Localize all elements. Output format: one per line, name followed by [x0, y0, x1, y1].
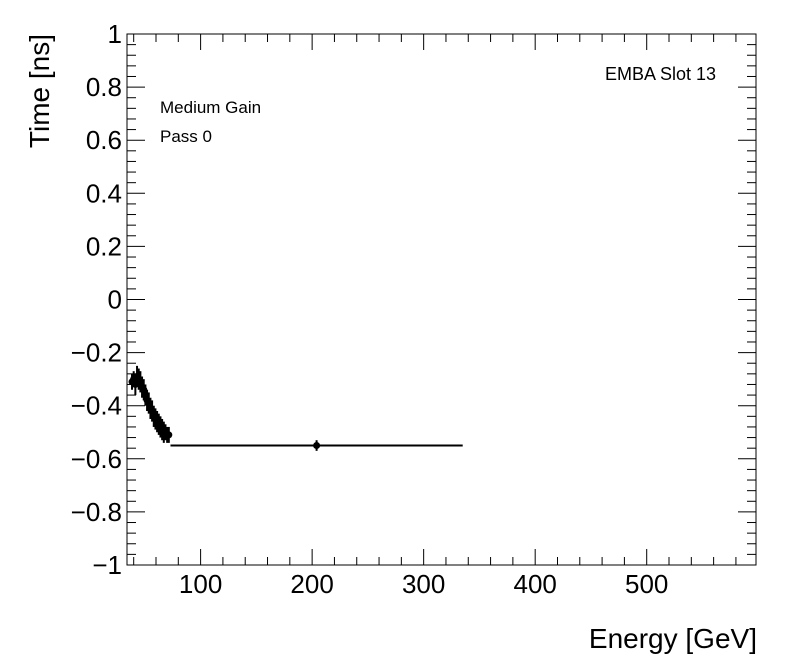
y-tick-label: −0.8 — [71, 497, 122, 527]
y-tick-label: 0.6 — [86, 125, 122, 155]
y-tick-label: −0.2 — [71, 338, 122, 368]
data-point — [170, 440, 463, 451]
marker — [165, 431, 173, 439]
y-tick-label: 0 — [108, 285, 122, 315]
slot-annotation: EMBA Slot 13 — [605, 64, 716, 84]
y-axis-title: Time [ns] — [24, 34, 55, 148]
data-point — [165, 426, 173, 443]
y-tick-label: 0.8 — [86, 72, 122, 102]
pass-annotation: Pass 0 — [160, 127, 212, 146]
y-tick-label: 0.4 — [86, 178, 122, 208]
x-tick-label: 200 — [290, 569, 333, 599]
gain-annotation: Medium Gain — [160, 98, 261, 117]
y-tick-label: 0.2 — [86, 231, 122, 261]
y-tick-label: 1 — [108, 19, 122, 49]
x-tick-label: 400 — [513, 569, 556, 599]
x-tick-label: 300 — [402, 569, 445, 599]
marker — [313, 442, 321, 450]
x-tick-label: 500 — [625, 569, 668, 599]
data-points — [128, 365, 463, 451]
axis-ticks — [127, 33, 756, 566]
x-tick-label: 100 — [179, 569, 222, 599]
tick-labels: 100 200 300 400 500 −1 −0.8 −0.6 −0.4 −0.2 0 0.2 0.4… — [71, 19, 669, 599]
y-tick-label: −0.6 — [71, 444, 122, 474]
y-tick-label: −0.4 — [71, 391, 122, 421]
y-tick-label: −1 — [92, 550, 122, 580]
x-axis-title: Energy [GeV] — [589, 623, 757, 654]
